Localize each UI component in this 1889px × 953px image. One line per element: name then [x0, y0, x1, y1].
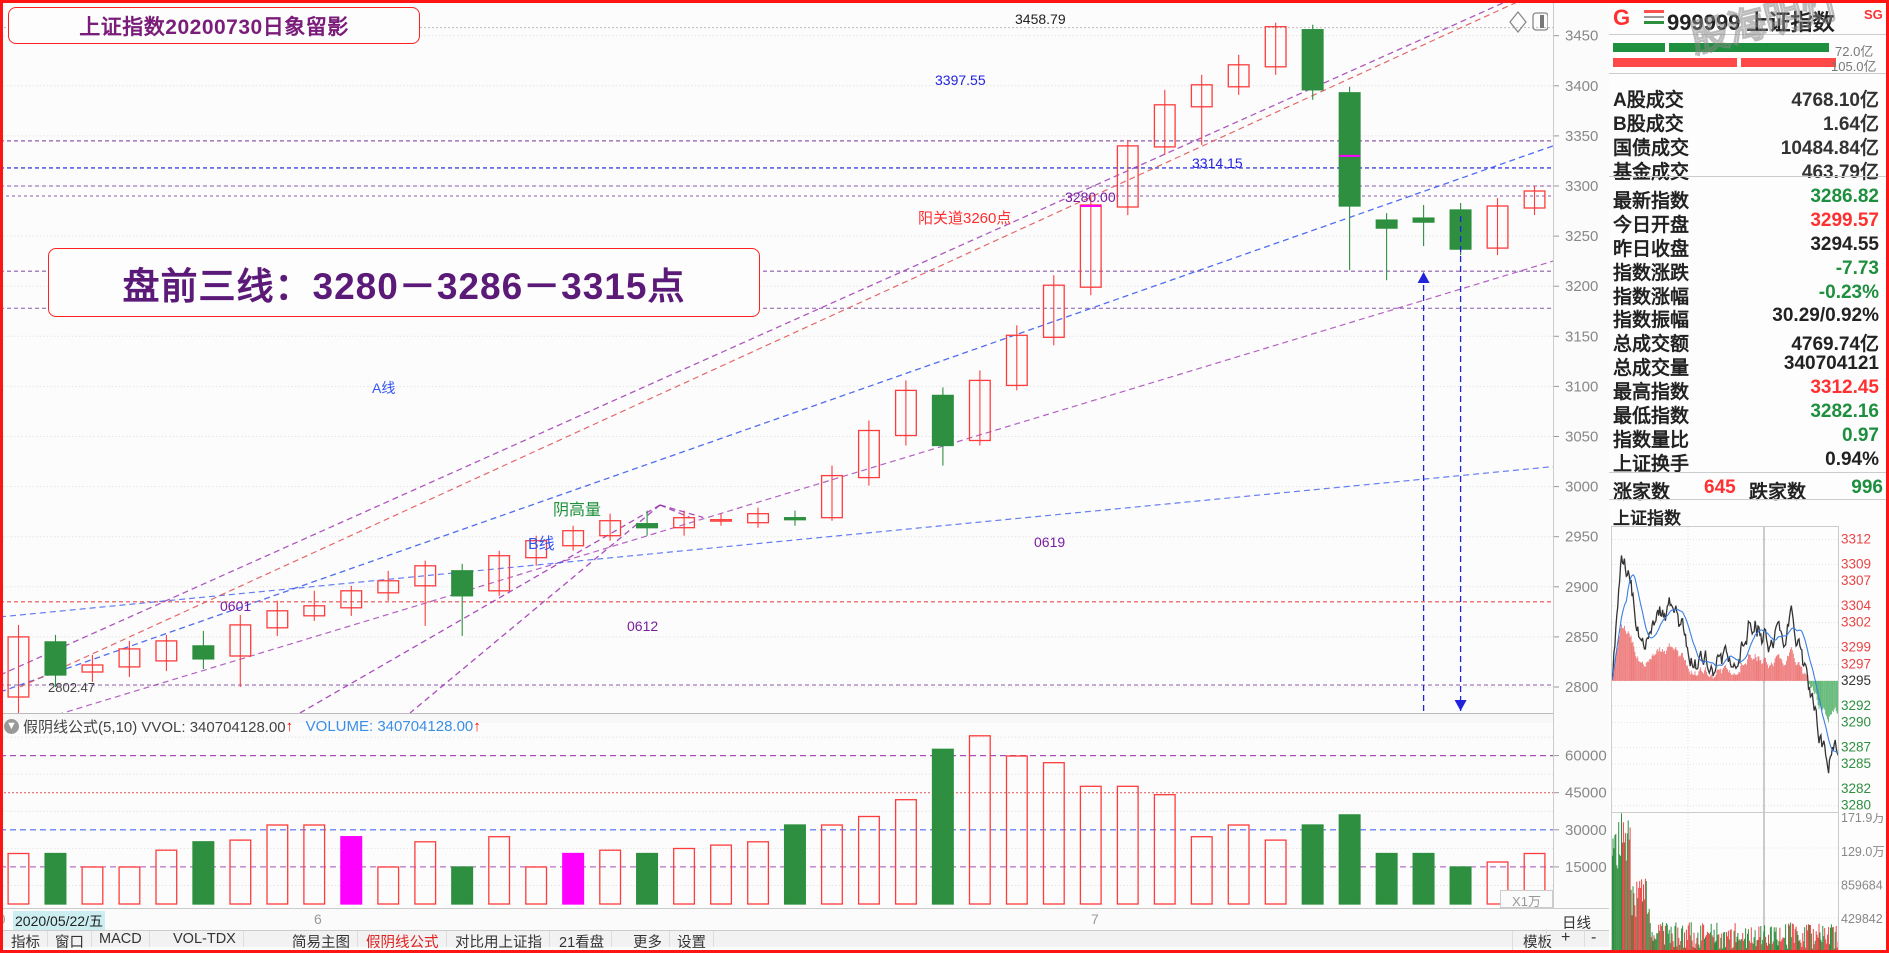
svg-text:45000: 45000: [1565, 785, 1607, 802]
svg-text:3302: 3302: [1841, 615, 1871, 630]
svg-text:3297: 3297: [1841, 656, 1871, 671]
svg-text:3295: 3295: [1841, 673, 1871, 688]
svg-text:171.9万: 171.9万: [1841, 813, 1885, 825]
svg-text:3309: 3309: [1841, 556, 1871, 571]
svg-text:3290: 3290: [1841, 715, 1871, 730]
svg-text:3000: 3000: [1565, 479, 1598, 496]
svg-text:3280: 3280: [1841, 798, 1871, 813]
svg-text:429842: 429842: [1841, 912, 1883, 926]
svg-text:15000: 15000: [1565, 859, 1607, 876]
svg-text:3200: 3200: [1565, 278, 1598, 295]
svg-text:3100: 3100: [1565, 378, 1598, 395]
svg-text:30000: 30000: [1565, 822, 1607, 839]
svg-text:3292: 3292: [1841, 698, 1871, 713]
svg-text:3050: 3050: [1565, 429, 1598, 446]
svg-text:129.0万: 129.0万: [1841, 845, 1885, 859]
svg-text:2850: 2850: [1565, 629, 1598, 646]
svg-text:859684: 859684: [1841, 878, 1883, 892]
svg-text:3150: 3150: [1565, 328, 1598, 345]
svg-text:2800: 2800: [1565, 679, 1598, 696]
svg-text:3300: 3300: [1565, 178, 1598, 195]
svg-text:3287: 3287: [1841, 739, 1871, 754]
svg-text:3312: 3312: [1841, 532, 1871, 547]
svg-text:3307: 3307: [1841, 573, 1871, 588]
svg-text:3282: 3282: [1841, 781, 1871, 796]
svg-text:3285: 3285: [1841, 756, 1871, 771]
svg-text:2950: 2950: [1565, 529, 1598, 546]
svg-text:3250: 3250: [1565, 228, 1598, 245]
svg-text:3299: 3299: [1841, 640, 1871, 655]
svg-text:3450: 3450: [1565, 28, 1598, 45]
svg-text:2900: 2900: [1565, 579, 1598, 596]
svg-text:3350: 3350: [1565, 128, 1598, 145]
svg-text:60000: 60000: [1565, 748, 1607, 765]
svg-text:3400: 3400: [1565, 78, 1598, 95]
svg-text:3304: 3304: [1841, 598, 1872, 613]
